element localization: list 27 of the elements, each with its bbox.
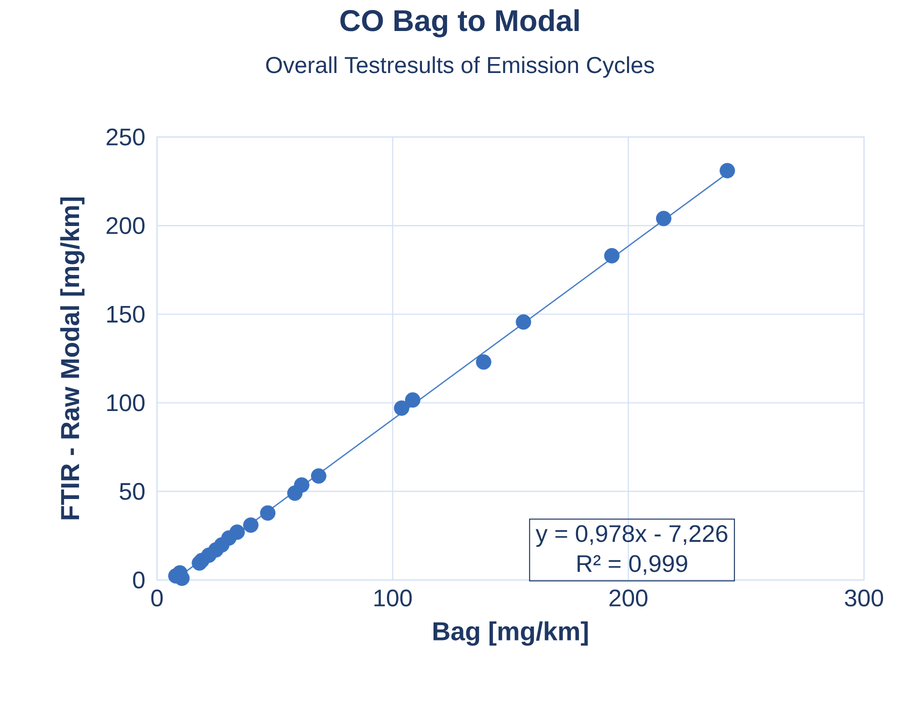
y-tick-label: 200	[106, 217, 145, 234]
point	[260, 505, 276, 521]
chart-title: CO Bag to Modal	[340, 9, 579, 38]
y-tick-label: 100	[107, 394, 145, 412]
y-tick-label: 250	[106, 128, 145, 146]
x-axis-title: Bag [mg/km]	[434, 621, 588, 646]
point	[656, 210, 672, 226]
x-tick-label: 300	[844, 590, 884, 607]
chart-subtitle: Overall Testresults of Emission Cycles	[266, 56, 654, 78]
point	[394, 400, 410, 416]
point	[516, 314, 532, 330]
x-tick-label: 100	[374, 590, 412, 607]
point	[405, 392, 420, 408]
x-tick-label: 0	[151, 590, 163, 607]
y-tick-label: 0	[133, 572, 145, 588]
point	[287, 485, 303, 501]
point	[243, 517, 258, 533]
y-axis-title: FTIR - Raw Modal [mg/km]	[60, 197, 85, 520]
x-tick-label: 200	[610, 590, 648, 607]
point	[476, 354, 492, 370]
annotation: y = 0,978x - 7,226	[536, 525, 728, 547]
point	[604, 248, 620, 264]
point	[310, 468, 326, 484]
y-tick-label: 50	[120, 482, 145, 500]
point	[720, 162, 736, 178]
annotation: R² = 0,999	[578, 555, 688, 575]
y-tick-label: 150	[107, 306, 145, 323]
